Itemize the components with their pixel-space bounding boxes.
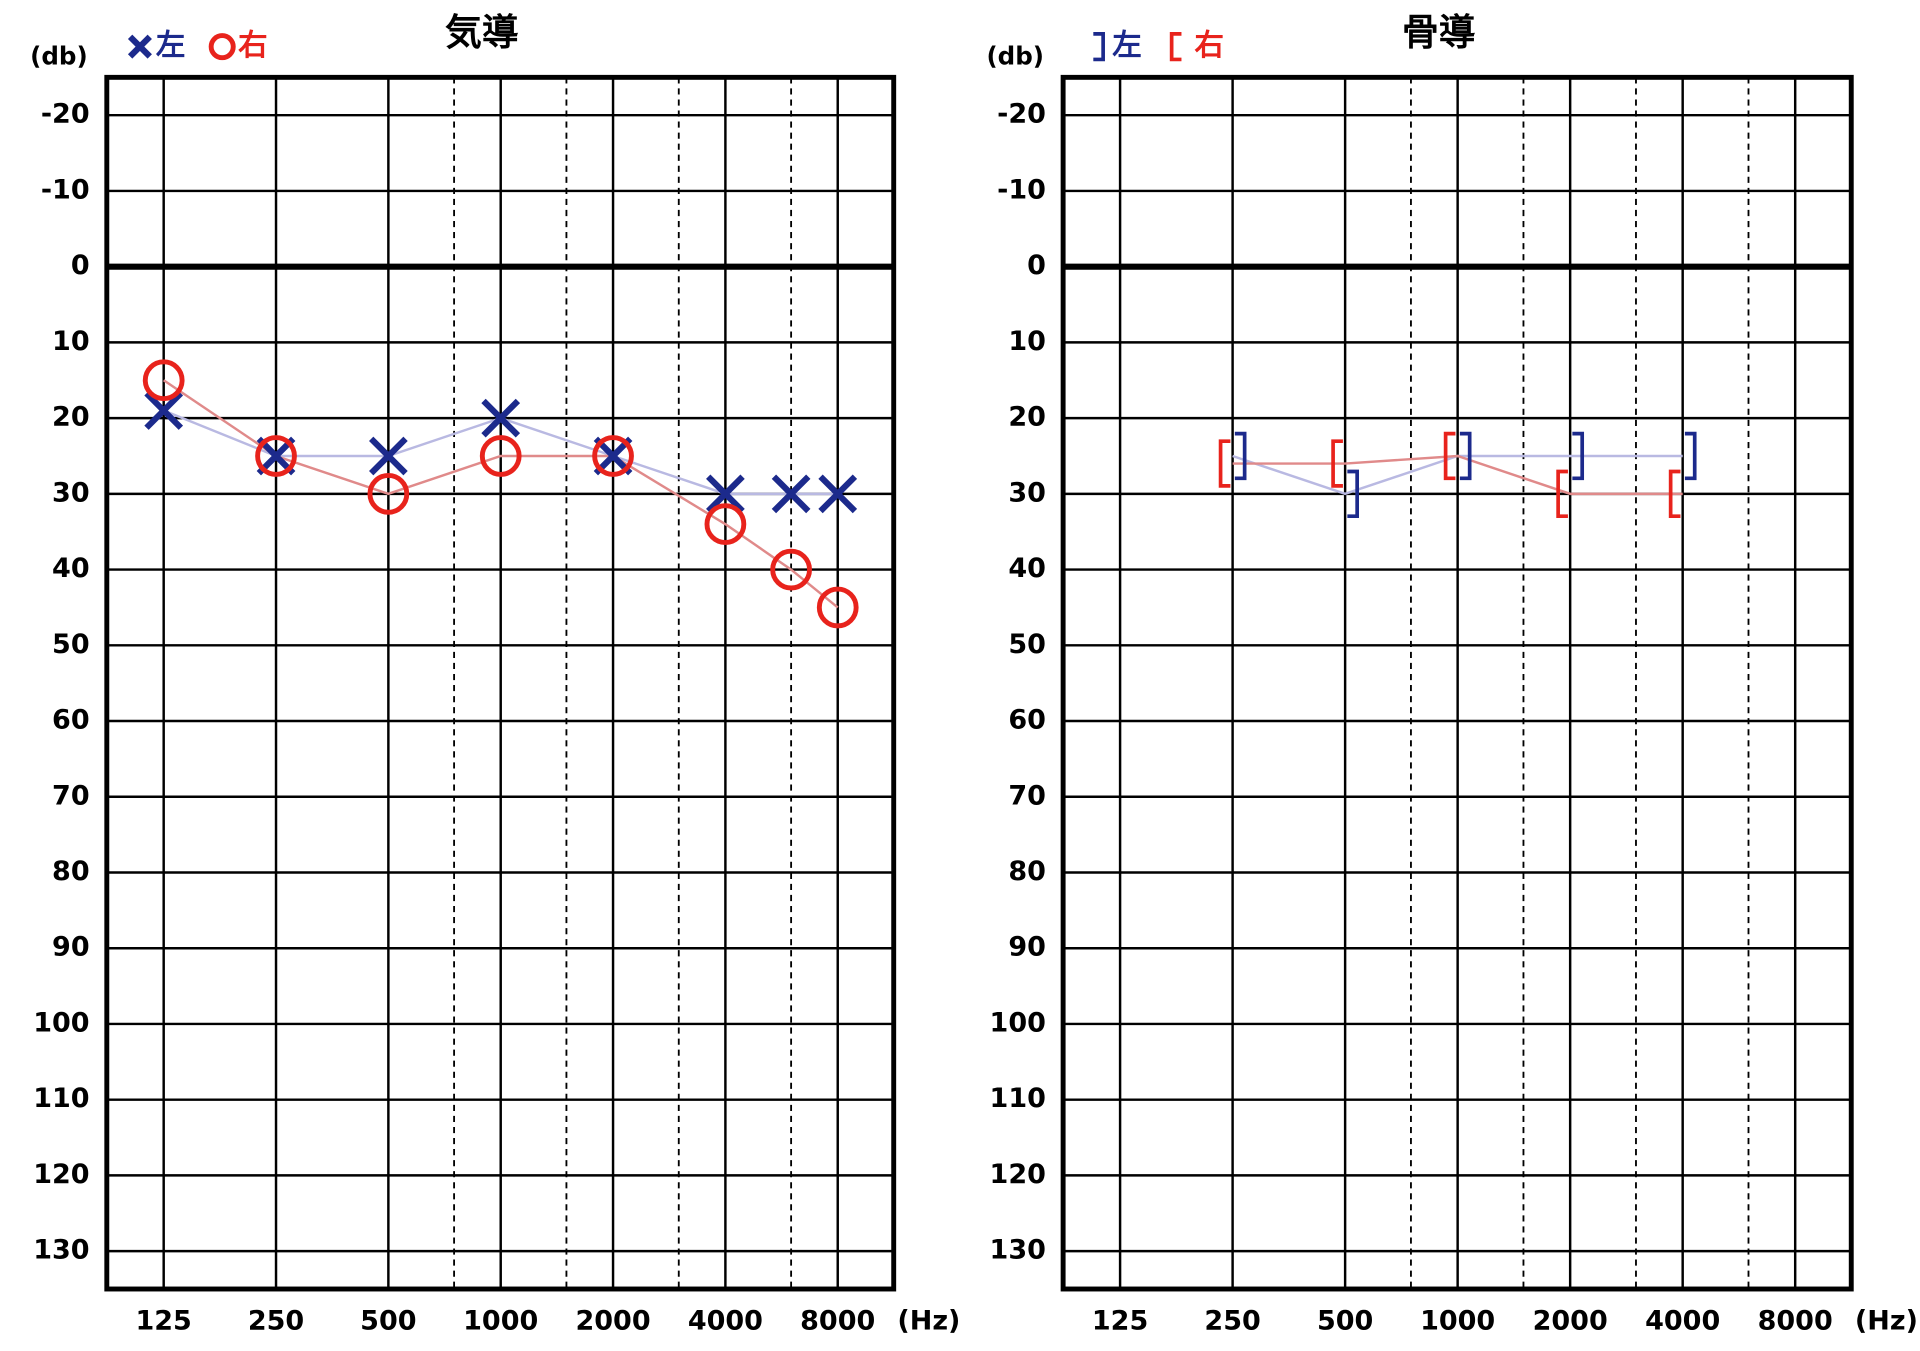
y-tick-label: 20	[52, 402, 90, 433]
x-tick-label: 1000	[463, 1306, 538, 1337]
y-tick-label: 70	[52, 780, 90, 811]
y-tick-label: 120	[990, 1159, 1046, 1190]
y-tick-label: -20	[41, 99, 90, 130]
y-tick-label: 80	[1008, 856, 1046, 887]
y-tick-label: -10	[997, 174, 1046, 205]
data-point	[1347, 469, 1360, 519]
data-point	[369, 436, 408, 476]
y-tick-label: 0	[71, 250, 90, 281]
y-tick-label: 120	[33, 1159, 89, 1190]
y-tick-label: 110	[33, 1083, 89, 1114]
y-tick-label: 40	[1008, 553, 1046, 584]
x-tick-label: 4000	[1645, 1306, 1720, 1337]
y-tick-label: 90	[52, 932, 90, 963]
y-tick-label: 10	[52, 326, 90, 357]
legend-label: 右	[1194, 28, 1223, 62]
y-tick-label: 90	[1008, 932, 1046, 963]
y-tick-label: 30	[52, 477, 90, 508]
data-point	[1331, 439, 1343, 488]
x-axis-label: (Hz)	[1855, 1306, 1918, 1337]
x-axis-label: (Hz)	[897, 1306, 960, 1337]
legend-label: 右	[238, 28, 267, 62]
data-point	[1572, 431, 1585, 481]
legend-marker	[208, 33, 236, 61]
data-point	[1443, 431, 1456, 481]
data-point	[704, 503, 747, 546]
data-point	[255, 435, 297, 477]
data-point	[770, 548, 812, 591]
y-tick-label: 20	[1008, 402, 1046, 433]
data-point	[818, 474, 858, 514]
data-point	[367, 472, 410, 515]
y-tick-label: 100	[33, 1007, 89, 1038]
chart-title: 骨導	[1402, 11, 1476, 54]
data-point	[1668, 469, 1681, 519]
x-tick-label: 8000	[800, 1306, 875, 1337]
legend-label: 左	[1112, 28, 1141, 62]
legend-label: 左	[156, 28, 185, 62]
y-tick-label: -10	[41, 174, 90, 205]
y-tick-label: 10	[1008, 326, 1046, 357]
y-tick-label: 0	[1027, 250, 1046, 281]
y-tick-label: 110	[990, 1083, 1046, 1114]
plot-frame	[104, 74, 897, 1292]
x-tick-label: 8000	[1758, 1306, 1833, 1337]
x-tick-label: 500	[1317, 1306, 1373, 1337]
x-tick-label: 250	[248, 1306, 304, 1337]
x-tick-label: 2000	[575, 1306, 650, 1337]
data-point	[1556, 469, 1568, 519]
x-tick-label: 1000	[1420, 1306, 1495, 1337]
x-tick-label: 250	[1204, 1306, 1260, 1337]
y-tick-label: 50	[52, 629, 90, 660]
x-tick-label: 500	[360, 1306, 416, 1337]
data-point	[816, 586, 859, 629]
y-tick-label: 80	[52, 856, 90, 887]
data-point	[142, 359, 185, 402]
plot-frame	[1060, 74, 1854, 1292]
data-point	[481, 398, 521, 438]
data-point	[771, 474, 811, 514]
y-tick-label: 130	[33, 1235, 89, 1266]
y-tick-label: 60	[52, 705, 90, 736]
legend-marker	[127, 34, 152, 59]
data-point	[144, 391, 184, 430]
y-tick-label: -20	[997, 99, 1046, 130]
y-tick-label: 40	[52, 553, 90, 584]
data-point	[1459, 431, 1472, 481]
legend-marker	[1093, 32, 1105, 62]
chart-title: 気導	[445, 11, 519, 54]
y-tick-label: 60	[1008, 705, 1046, 736]
x-tick-label: 4000	[688, 1306, 763, 1337]
y-axis-label: (db)	[986, 42, 1044, 71]
y-tick-label: 50	[1008, 629, 1046, 660]
data-point	[706, 474, 745, 514]
legend-marker	[1169, 32, 1182, 62]
data-point	[1234, 431, 1247, 481]
data-point	[479, 435, 522, 477]
x-tick-label: 125	[1092, 1306, 1148, 1337]
y-tick-label: 100	[990, 1007, 1046, 1038]
data-point	[1218, 439, 1231, 488]
data-point	[1684, 431, 1697, 481]
y-tick-label: 130	[990, 1235, 1046, 1266]
y-tick-label: 70	[1008, 780, 1046, 811]
x-tick-label: 2000	[1533, 1306, 1608, 1337]
y-axis-label: (db)	[30, 42, 88, 71]
x-tick-label: 125	[135, 1306, 191, 1337]
y-tick-label: 30	[1008, 477, 1046, 508]
series-line	[1232, 454, 1683, 496]
data-point	[592, 435, 634, 477]
